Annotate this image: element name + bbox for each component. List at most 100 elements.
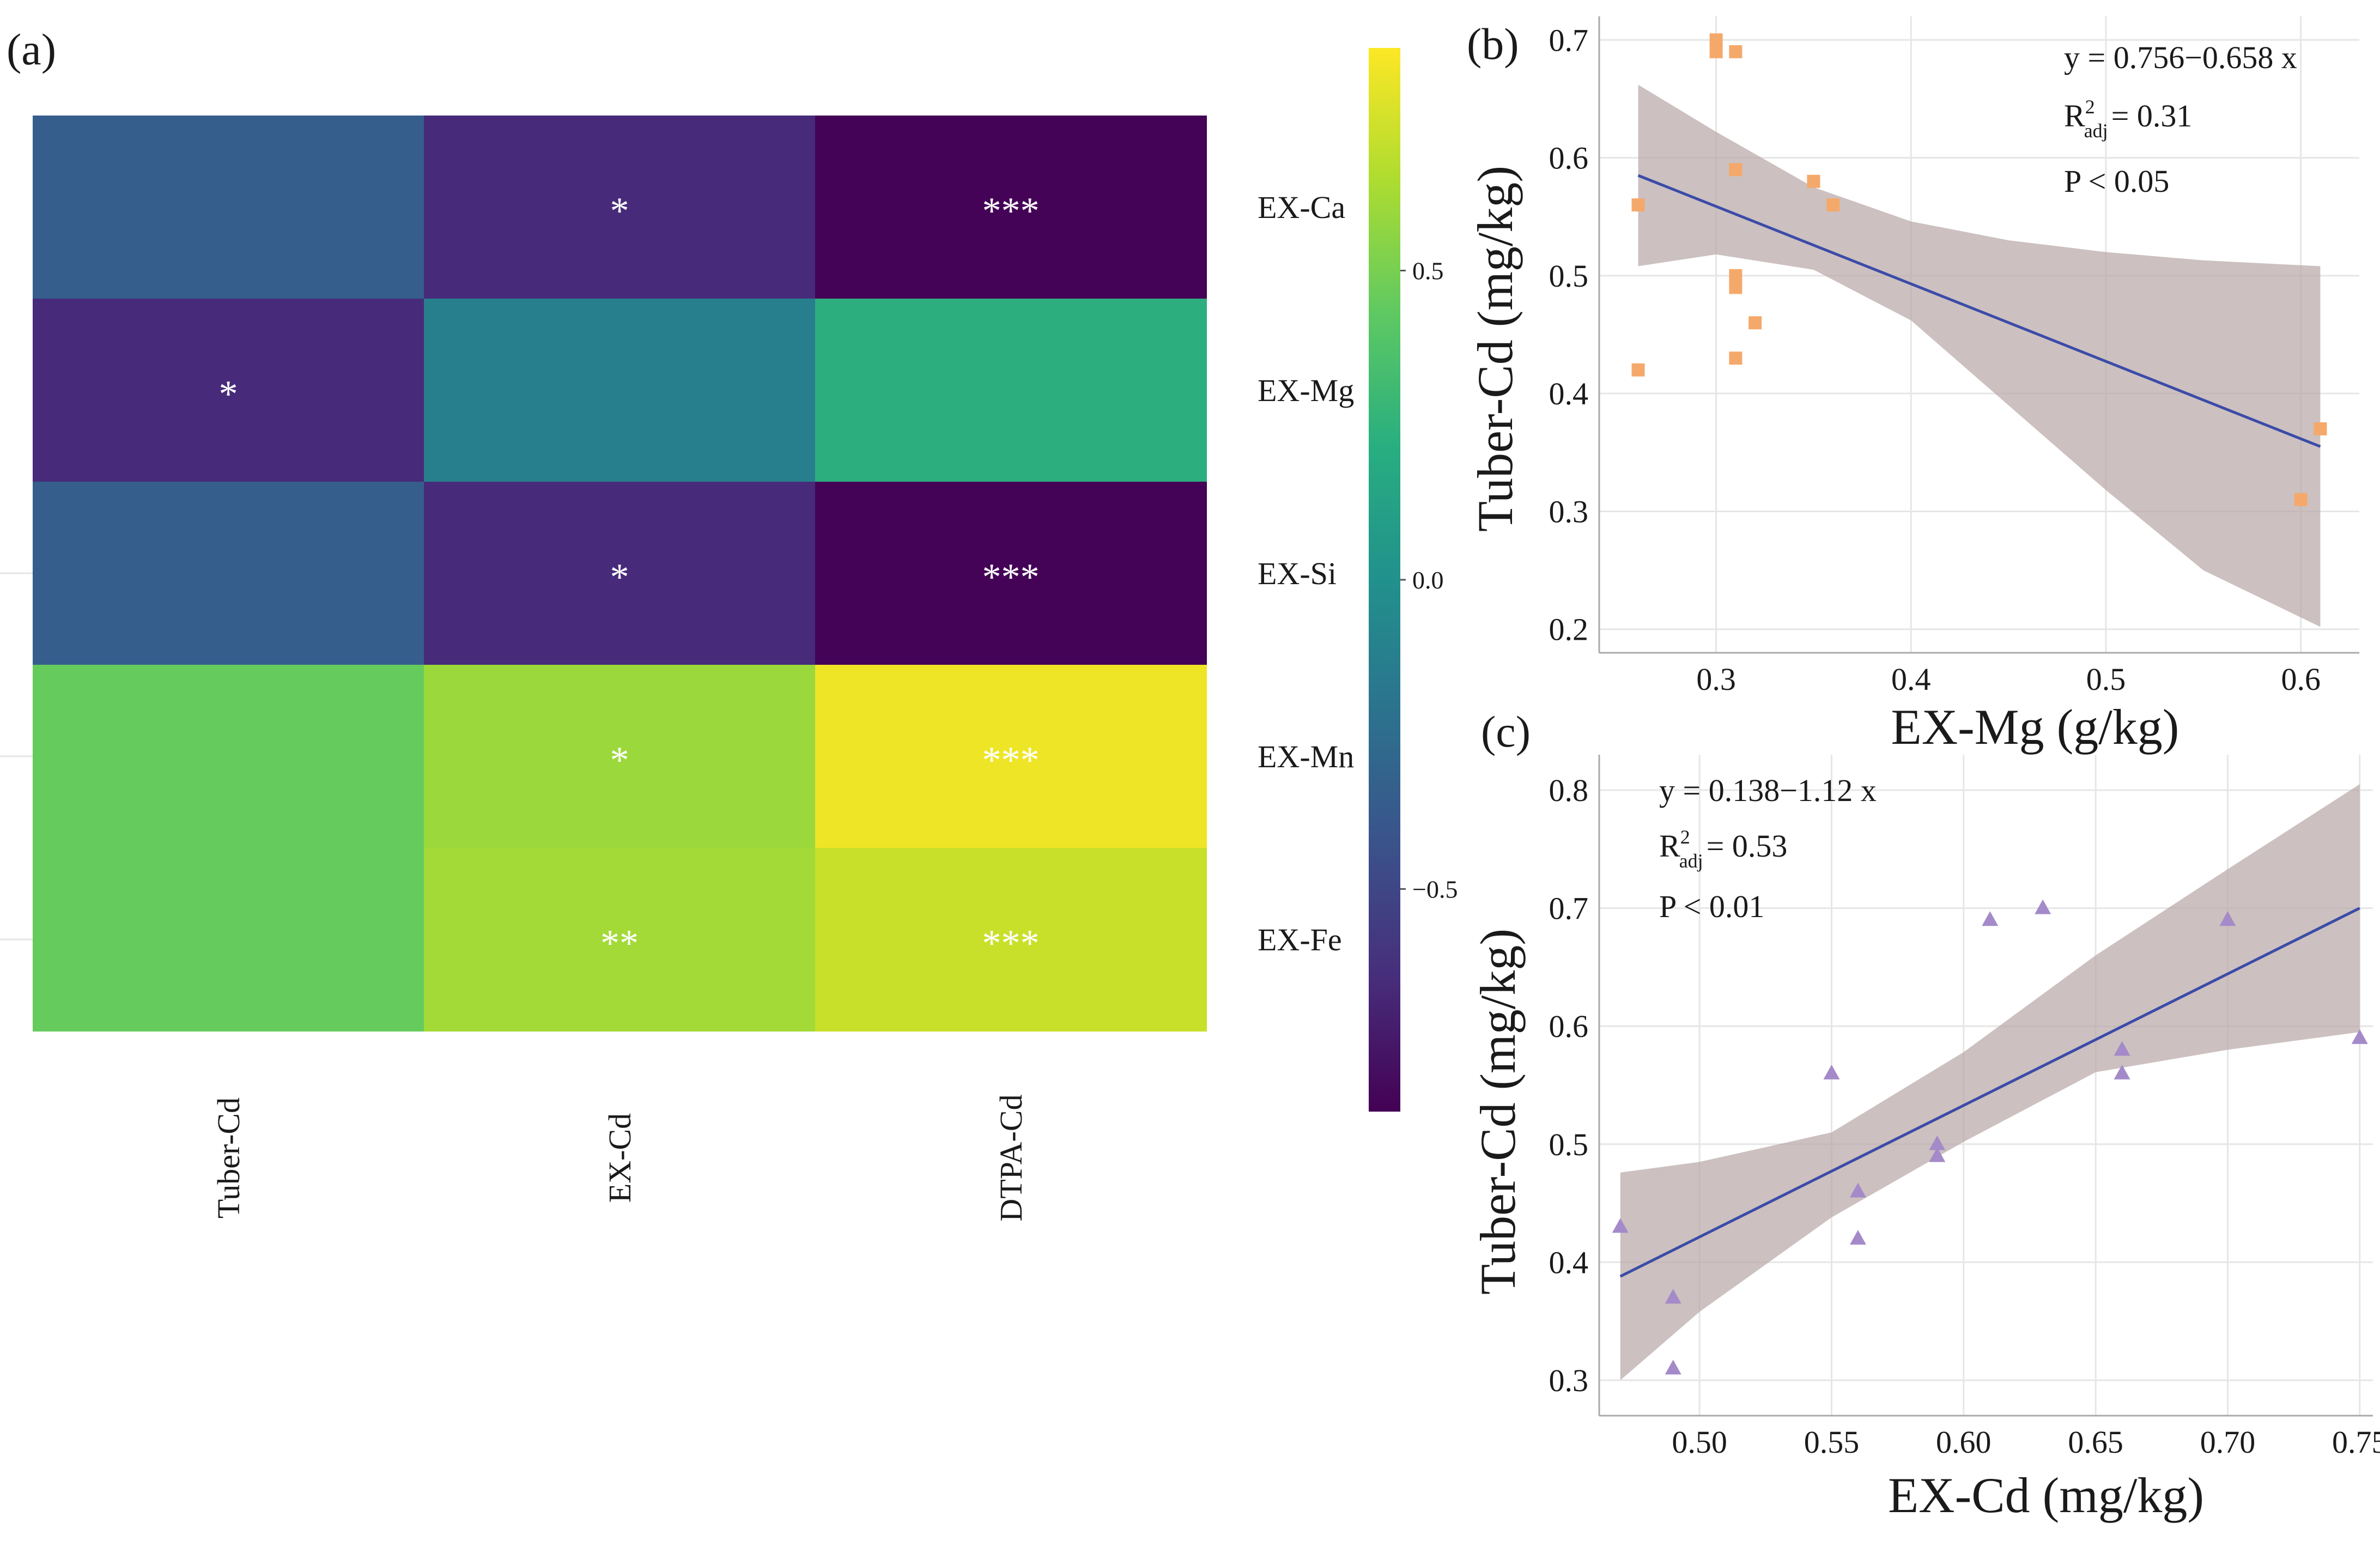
r2-c: R2 adj = 0.53	[1659, 826, 1787, 872]
r2-sup-c: 2	[1680, 826, 1690, 848]
scatter-panel-c: (c) 0.50 0.55 0.60 0.65 0.70 0.75 0.30.40.50.…	[1470, 707, 2380, 1523]
heatmap-cell	[424, 482, 816, 665]
x-ticks-c: 0.50 0.55 0.60 0.65 0.70 0.75	[1672, 1424, 2380, 1460]
confidence-band-c	[1620, 784, 2360, 1381]
y-tick-label: 0.6	[1549, 141, 1589, 176]
r2-value-c: = 0.53	[1707, 828, 1788, 864]
heatmap-row-label: EX-Si	[1258, 556, 1337, 591]
regression-line	[1619, 907, 2360, 1278]
x-tick-label: 0.70	[2200, 1424, 2256, 1460]
x-ticks-b: 0.3 0.4 0.5 0.6	[1696, 662, 2321, 697]
heatmap-cell	[33, 848, 424, 1032]
y-tick-label: 0.6	[1549, 1009, 1589, 1044]
panel-label-c: (c)	[1481, 707, 1531, 756]
significance-mark: **	[600, 923, 639, 964]
points-c	[1612, 899, 2368, 1375]
heatmap-column-labels: Tuber-Cd EX-Cd DTPA-Cd	[211, 1094, 1029, 1221]
equation-b: y = 0.756−0.658 x	[2064, 40, 2297, 75]
colorbar-tick-label: 0.0	[1412, 566, 1444, 594]
data-point	[1729, 163, 1742, 177]
heatmap-cell	[815, 848, 1207, 1032]
data-point	[2314, 422, 2327, 436]
significance-mark: ***	[982, 556, 1040, 598]
y-tick-label: 0.2	[1549, 612, 1589, 647]
x-tick-label: 0.4	[1891, 662, 1931, 697]
data-point	[1982, 911, 1999, 926]
y-tick-label: 0.3	[1549, 1363, 1589, 1398]
heatmap-cell	[424, 665, 816, 848]
data-point	[1929, 1147, 1946, 1162]
heatmap-cell	[33, 482, 424, 665]
data-point	[1823, 1064, 1840, 1079]
y-tick-label: 0.5	[1549, 258, 1589, 294]
significance-mark: ***	[982, 190, 1040, 232]
data-point	[1929, 1135, 1946, 1150]
r2-b: R2 adj = 0.31	[2064, 96, 2192, 142]
x-tick-label: 0.3	[1696, 662, 1736, 697]
heatmap-cell	[33, 116, 424, 299]
y-axis-title-b: Tuber-Cd (mg/kg)	[1467, 166, 1523, 532]
heatmap-cell	[424, 116, 816, 299]
x-tick-label: 0.5	[2086, 662, 2126, 697]
confidence-band	[1638, 84, 2321, 627]
regression-line	[1637, 174, 2321, 448]
data-point	[1807, 174, 1820, 188]
heatmap-row-label: EX-Mn	[1258, 739, 1354, 774]
heatmap-cell	[424, 299, 816, 482]
data-point	[2035, 899, 2051, 914]
data-point	[1729, 45, 1742, 58]
heatmap-cell	[815, 482, 1207, 665]
heatmap-cell	[815, 299, 1207, 482]
data-point	[1849, 1230, 1866, 1245]
heatmap-row-label: EX-Fe	[1258, 922, 1342, 957]
data-point	[1729, 351, 1742, 365]
x-axis-title-c: EX-Cd (mg/kg)	[1888, 1467, 2204, 1523]
data-point	[1631, 363, 1645, 377]
heatmap-cell	[33, 665, 424, 848]
p-value-c: P < 0.01	[1659, 889, 1764, 924]
data-point	[1748, 316, 1762, 330]
heatmap-column-label: EX-Cd	[602, 1113, 638, 1203]
data-point	[1709, 33, 1723, 47]
y-tick-label: 0.7	[1549, 22, 1589, 58]
data-point	[1849, 1182, 1866, 1198]
y-tick-label: 0.4	[1549, 1245, 1589, 1280]
data-point	[1665, 1289, 1681, 1304]
data-point	[1612, 1218, 1629, 1233]
heatmap-cells	[33, 116, 1207, 1032]
x-tick-label: 0.6	[2281, 662, 2321, 697]
significance-mark: *	[610, 739, 629, 781]
x-tick-label: 0.75	[2332, 1424, 2380, 1460]
heatmap-column-label: Tuber-Cd	[211, 1097, 246, 1218]
heatmap-panel: (a) * ***** **** ***** *** EX-CaEX-MgEX-SiEX…	[0, 25, 1458, 1222]
r2-prefix-c: R	[1659, 828, 1680, 864]
heatmap-column-label: DTPA-Cd	[993, 1094, 1029, 1221]
data-point	[1729, 269, 1742, 282]
y-tick-label: 0.4	[1549, 376, 1589, 411]
significance-mark: *	[610, 556, 629, 598]
data-point	[1729, 281, 1742, 294]
data-point	[1826, 198, 1840, 212]
data-point	[2114, 1064, 2130, 1079]
y-axis-title-c: Tuber-Cd (mg/kg)	[1470, 929, 1526, 1295]
data-point	[2294, 493, 2308, 506]
significance-mark: ***	[982, 923, 1040, 964]
x-axis-title-b: EX-Mg (g/kg)	[1891, 699, 2179, 755]
heatmap-cell	[33, 299, 424, 482]
colorbar-ticks: 0.5 0.0 −0.5	[1400, 257, 1458, 903]
y-ticks-b: 0.2 0.3 0.4 0.5 0.6 0.7	[1549, 22, 1589, 647]
fit-line-c	[1619, 907, 2360, 1278]
y-tick-label: 0.5	[1549, 1127, 1589, 1162]
data-point	[2114, 1041, 2130, 1056]
heatmap-row-labels: EX-Ca EX-Mg EX-Si EX-Mn EX-Fe	[1258, 190, 1354, 957]
colorbar-tick-label: 0.5	[1412, 257, 1444, 285]
colorbar-tick-label: −0.5	[1412, 875, 1458, 903]
y-tick-label: 0.7	[1549, 891, 1589, 926]
panel-label-a: (a)	[7, 25, 56, 74]
x-tick-label: 0.50	[1672, 1424, 1727, 1460]
data-point	[1631, 198, 1645, 212]
r2-sub-b: adj	[2084, 120, 2108, 142]
y-tick-label: 0.3	[1549, 494, 1589, 529]
heatmap-significance-marks: * ***** **** ***** ***	[219, 190, 1040, 964]
